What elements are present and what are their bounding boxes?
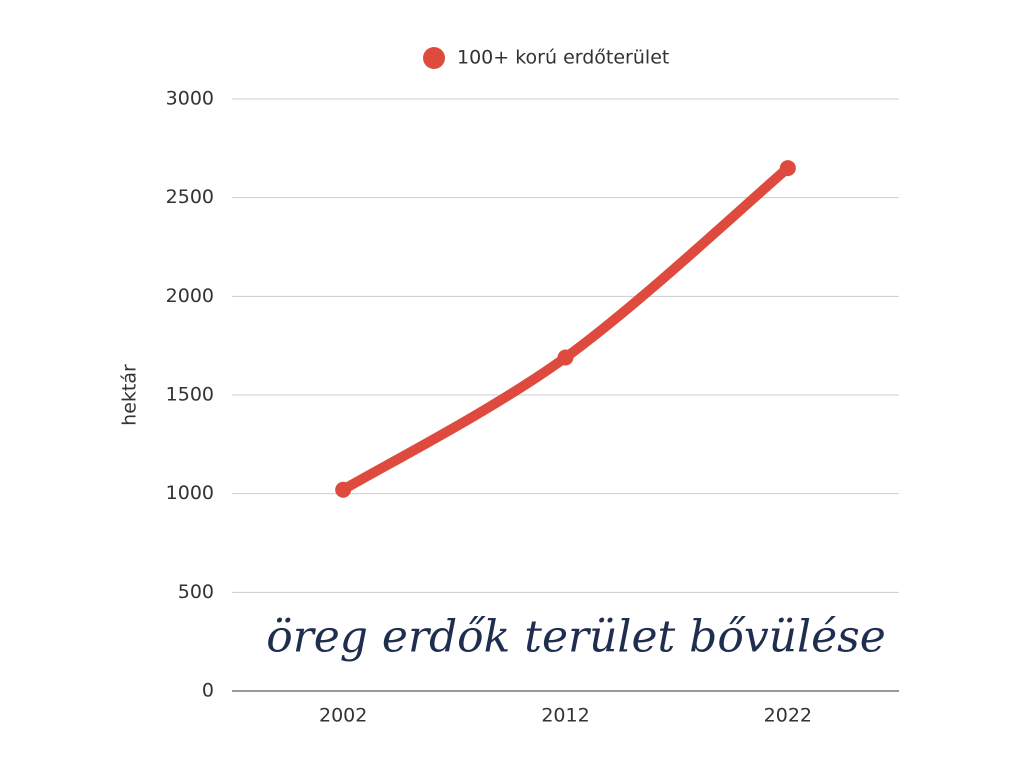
chart-title: öreg erdők terület bővülése	[266, 612, 886, 663]
legend-label: 100+ korú erdőterület	[457, 47, 669, 69]
x-tick-label: 2022	[764, 705, 812, 727]
y-tick-label: 1000	[166, 482, 214, 504]
y-tick-label: 1500	[166, 384, 214, 406]
y-tick-label: 2000	[166, 285, 214, 307]
y-tick-label: 2500	[166, 186, 214, 208]
y-tick-label: 0	[202, 680, 214, 702]
data-point	[557, 349, 574, 366]
y-tick-label: 500	[178, 581, 214, 603]
y-tick-label: 3000	[166, 88, 214, 110]
x-tick-label: 2002	[319, 705, 367, 727]
data-point	[335, 481, 352, 498]
legend-marker	[423, 47, 445, 69]
data-point	[779, 160, 796, 177]
y-axis-label: hektár	[119, 364, 141, 426]
x-tick-label: 2012	[541, 705, 589, 727]
